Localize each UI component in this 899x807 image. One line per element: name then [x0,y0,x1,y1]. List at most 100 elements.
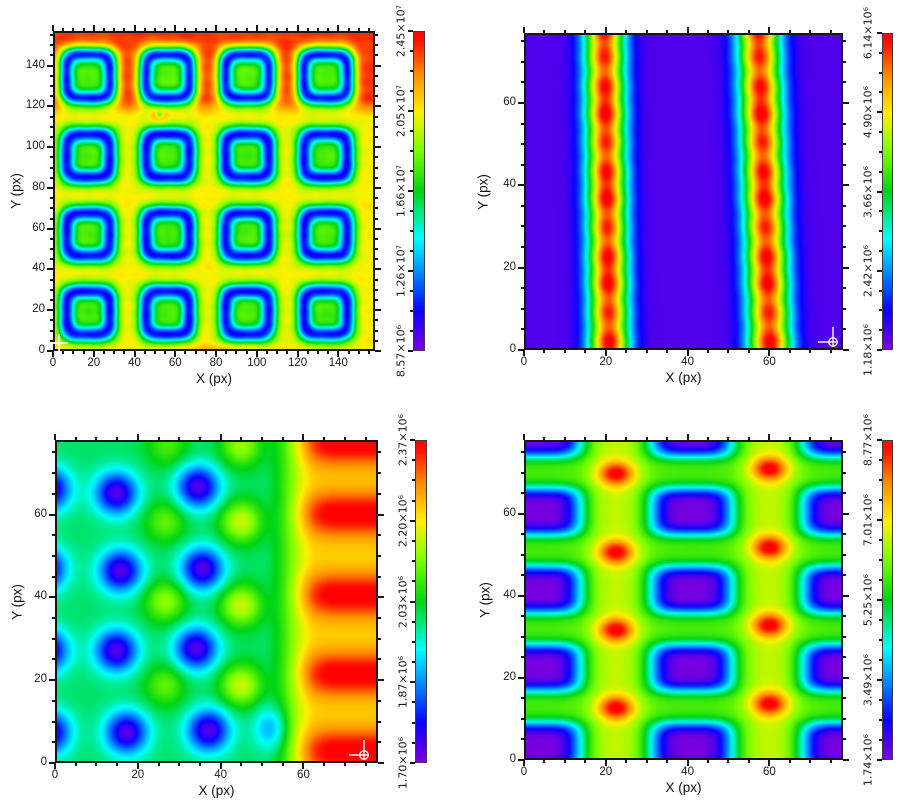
y-axis-minor-tick [375,217,378,220]
colorbar-minor-tick [879,230,882,233]
x-axis-major-tick [768,350,771,356]
y-axis-minor-tick [521,225,524,228]
y-axis-minor-tick [521,697,524,700]
x-axis-minor-tick [261,763,264,766]
x-axis-major-tick [133,25,136,31]
y-axis-minor-tick [843,328,846,331]
x-axis-minor-tick [747,30,750,33]
y-tick-label: 0 [509,343,516,355]
x-axis-minor-tick [306,28,309,31]
y-axis-minor-tick [378,720,381,723]
y-axis-minor-tick [375,197,378,200]
y-axis-minor-tick [521,246,524,249]
x-axis-minor-tick [194,28,197,31]
colorbar-minor-tick [879,170,882,173]
colorbar-minor-tick [412,499,415,502]
x-axis-minor-tick [184,351,187,354]
colorbar-minor-tick [879,309,882,312]
x-axis-major-tick [219,434,222,440]
y-axis-minor-tick [378,637,381,640]
colorbar-minor-tick [412,580,415,583]
y-axis-minor-tick [375,207,378,210]
colorbar-major-tick [408,190,413,192]
x-tick-label: 140 [328,357,348,369]
x-axis-minor-tick [72,351,75,354]
y-tick-label: 20 [503,260,516,273]
colorbar-minor-tick [879,639,882,641]
x-tick-label: 60 [168,357,182,369]
colorbar-tick-label: 2.05×10⁷ [394,84,408,138]
y-tick-label: 0 [40,756,47,768]
x-axis-minor-tick [225,351,228,354]
y-axis-minor-tick [843,533,846,536]
x-tick-label: 40 [128,357,141,369]
y-axis-minor-tick [843,204,846,207]
y-axis-minor-tick [843,615,846,618]
colorbar [882,440,893,760]
colorbar-major-tick [410,681,415,684]
y-axis-major-tick [47,227,53,230]
x-axis-minor-tick [235,351,238,354]
x-axis-minor-tick [625,350,628,353]
x-axis-minor-tick [543,760,546,763]
y-axis-minor-tick [521,60,524,63]
y-axis-minor-tick [521,40,524,43]
x-axis-minor-tick [788,30,791,33]
colorbar-minor-tick [879,131,882,134]
colorbar-minor-tick [879,739,882,741]
x-tick-label: 0 [51,769,59,781]
x-axis-minor-tick [113,28,116,31]
y-axis-minor-tick [52,720,55,723]
x-axis-minor-tick [178,763,181,766]
y-axis-major-tick [375,64,381,67]
y-axis-minor-tick [50,156,53,159]
y-axis-minor-tick [521,451,524,454]
colorbar-major-tick [877,439,882,441]
y-axis-minor-tick [378,492,381,495]
x-axis-minor-tick [747,350,750,353]
y-axis-minor-tick [50,85,53,88]
y-axis-major-tick [49,513,55,516]
x-axis-minor-tick [357,28,360,31]
y-axis-minor-tick [375,329,378,332]
y-axis-minor-tick [378,575,381,578]
y-axis-minor-tick [52,492,55,495]
x-axis-major-tick [52,351,54,357]
x-axis-major-tick [686,760,689,766]
colorbar-minor-tick [879,459,882,461]
colorbar-major-tick [877,32,882,34]
x-axis-minor-tick [74,763,77,766]
x-axis-minor-tick [788,760,791,763]
colorbar-minor-tick [412,459,415,462]
x-axis-minor-tick [809,350,812,353]
y-axis-minor-tick [375,319,378,322]
y-axis-minor-tick [52,534,55,537]
y-axis-minor-tick [50,258,53,261]
x-tick-label: 20 [87,357,101,369]
y-axis-minor-tick [375,156,378,159]
y-axis-major-tick [843,759,849,761]
x-tick-label: 20 [131,769,145,781]
colorbar-minor-tick [410,210,413,212]
y-axis-minor-tick [50,74,53,77]
colorbar-minor-tick [879,539,882,541]
x-axis-minor-tick [666,350,669,353]
x-axis-minor-tick [543,437,546,440]
x-axis-minor-tick [563,437,566,440]
y-axis-major-tick [375,350,381,352]
x-axis-minor-tick [809,760,812,763]
y-axis-minor-tick [375,237,378,240]
y-axis-major-tick [518,759,524,761]
x-axis-minor-tick [645,437,648,440]
x-axis-major-tick [296,351,299,357]
x-axis-minor-tick [281,763,284,766]
y-tick-label: 40 [32,262,45,275]
colorbar-minor-tick [412,560,415,563]
x-axis-minor-tick [306,351,309,354]
y-axis-minor-tick [375,85,378,88]
x-axis-minor-tick [364,763,367,766]
x-axis-minor-tick [286,351,289,354]
y-axis-minor-tick [52,451,55,454]
y-axis-major-tick [378,762,384,764]
y-axis-minor-tick [378,617,381,620]
